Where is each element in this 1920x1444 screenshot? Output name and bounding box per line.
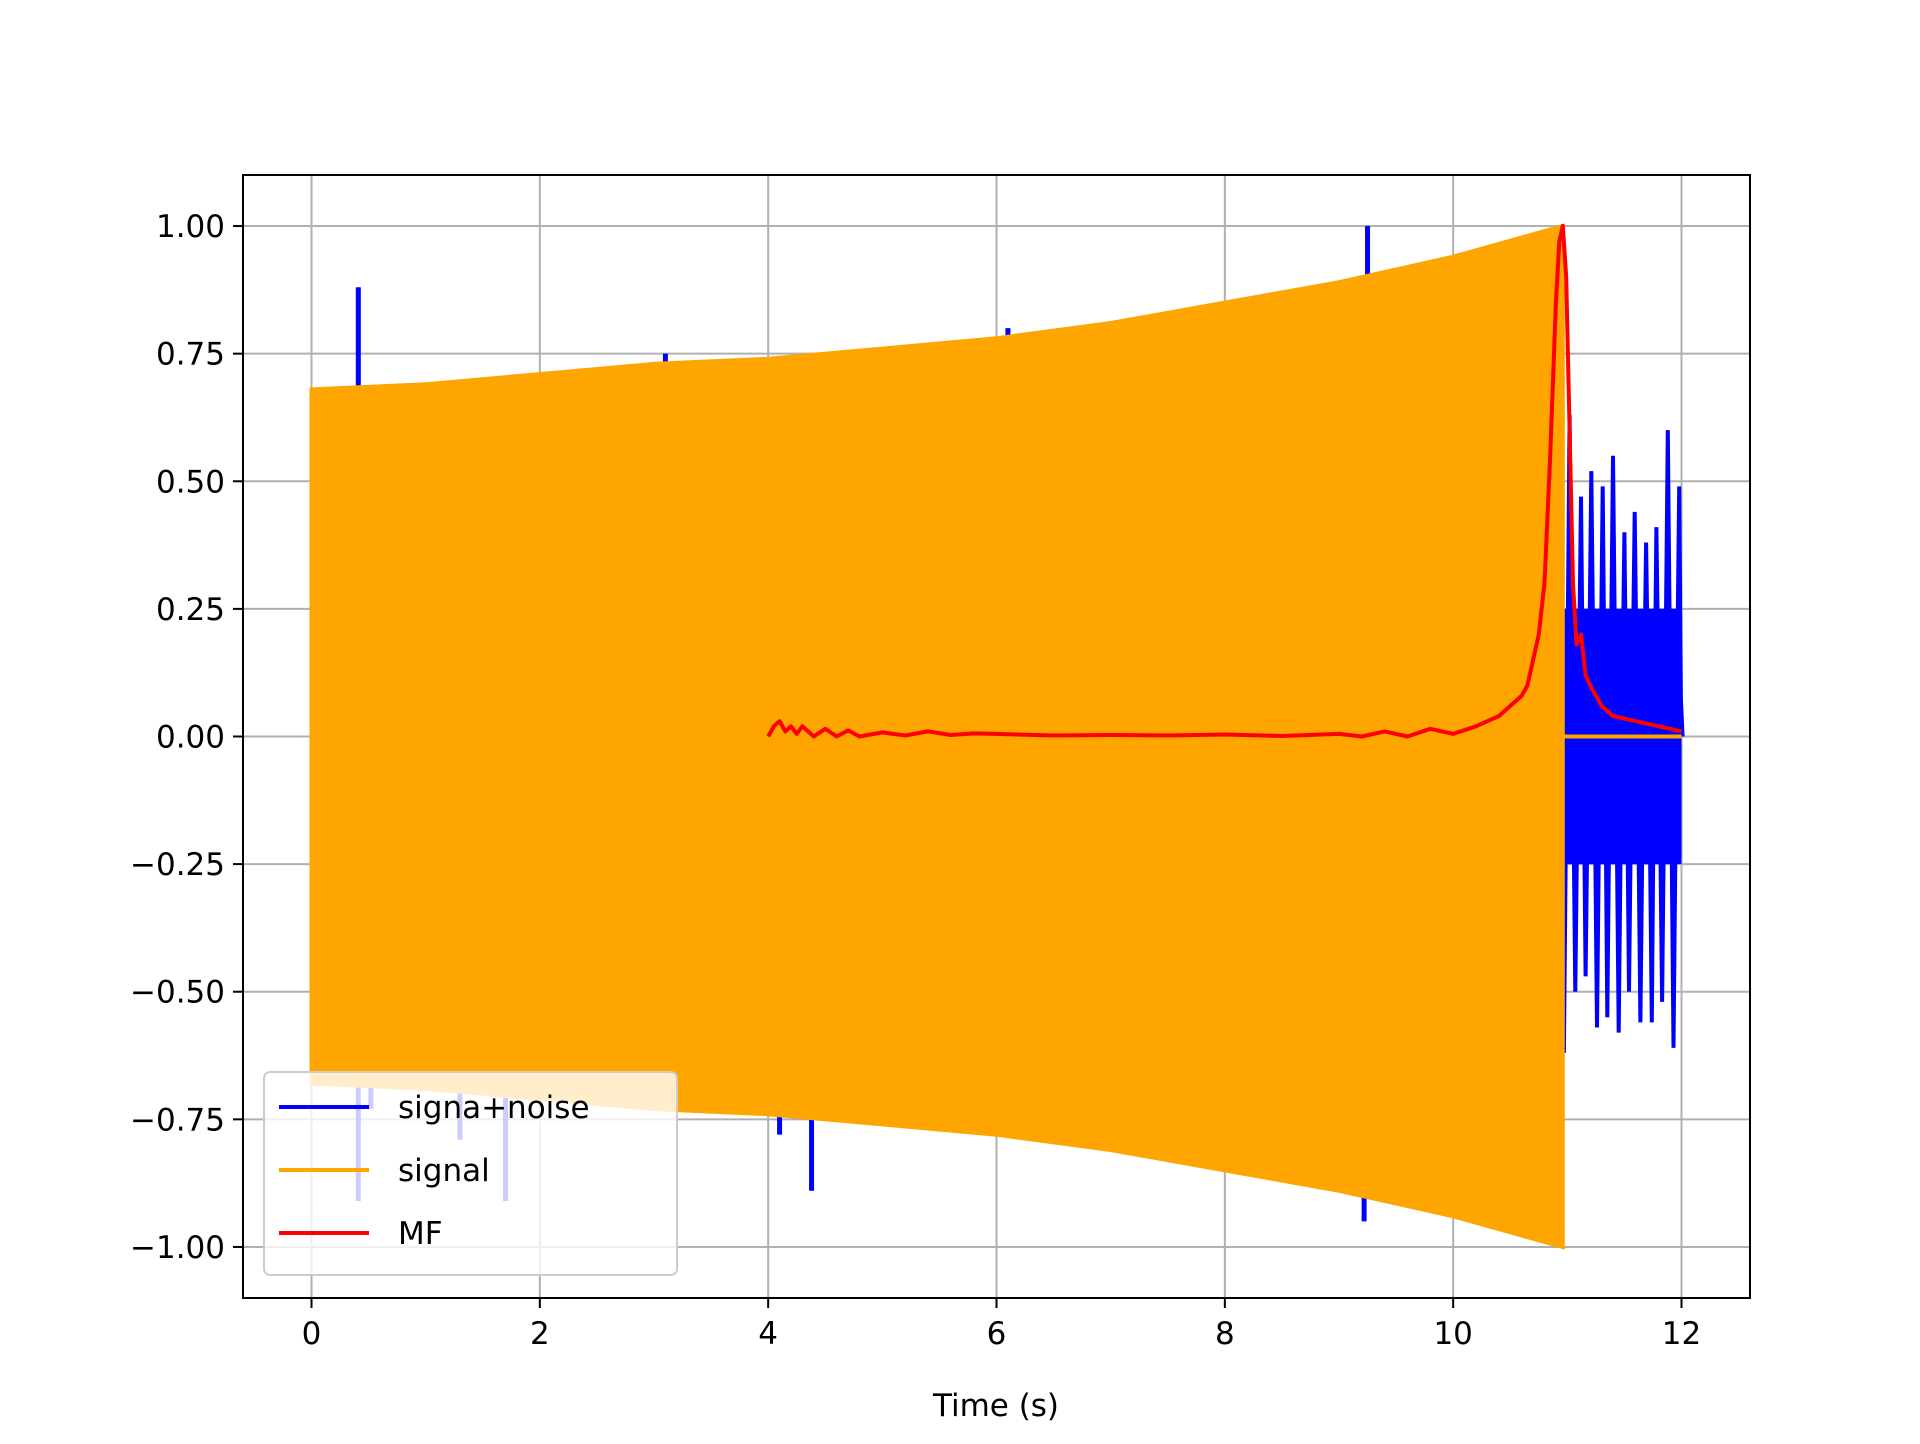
x-tick-label: 10: [1433, 1316, 1472, 1352]
x-tick-label: 2: [530, 1316, 550, 1352]
series-layer: [309, 223, 1685, 1250]
legend-label-signa-noise: signa+noise: [398, 1090, 590, 1126]
y-tick-label: 0.50: [156, 464, 225, 500]
legend-box: [263, 1071, 678, 1276]
y-tick-label: −1.00: [130, 1230, 225, 1266]
x-tick-label: 4: [758, 1316, 778, 1352]
x-tick-label: 12: [1662, 1316, 1701, 1352]
x-tick-label: 8: [1215, 1316, 1235, 1352]
y-tick-label: 0.25: [156, 592, 225, 628]
y-tick-label: −0.25: [130, 847, 225, 883]
x-axis-label: Time (s): [932, 1388, 1059, 1424]
legend-label-mf: MF: [398, 1216, 443, 1252]
legend-label-signal: signal: [398, 1153, 490, 1189]
y-tick-label: 0.00: [156, 720, 225, 756]
series-line-mf: [766, 224, 1682, 739]
y-tick-label: 0.75: [156, 337, 225, 373]
y-tick-label: −0.50: [130, 975, 225, 1011]
legend: signa+noise signal MF: [263, 1071, 678, 1276]
y-tick-label: 1.00: [156, 209, 225, 245]
x-tick-label: 0: [302, 1316, 322, 1352]
tick-layer: 0 2 4 6 8 10 12 1.00 0.75 0.50 0.25 0.00 −0.25 −0.50 −…: [130, 209, 1701, 1352]
y-tick-label: −0.75: [130, 1102, 225, 1138]
x-tick-label: 6: [987, 1316, 1007, 1352]
